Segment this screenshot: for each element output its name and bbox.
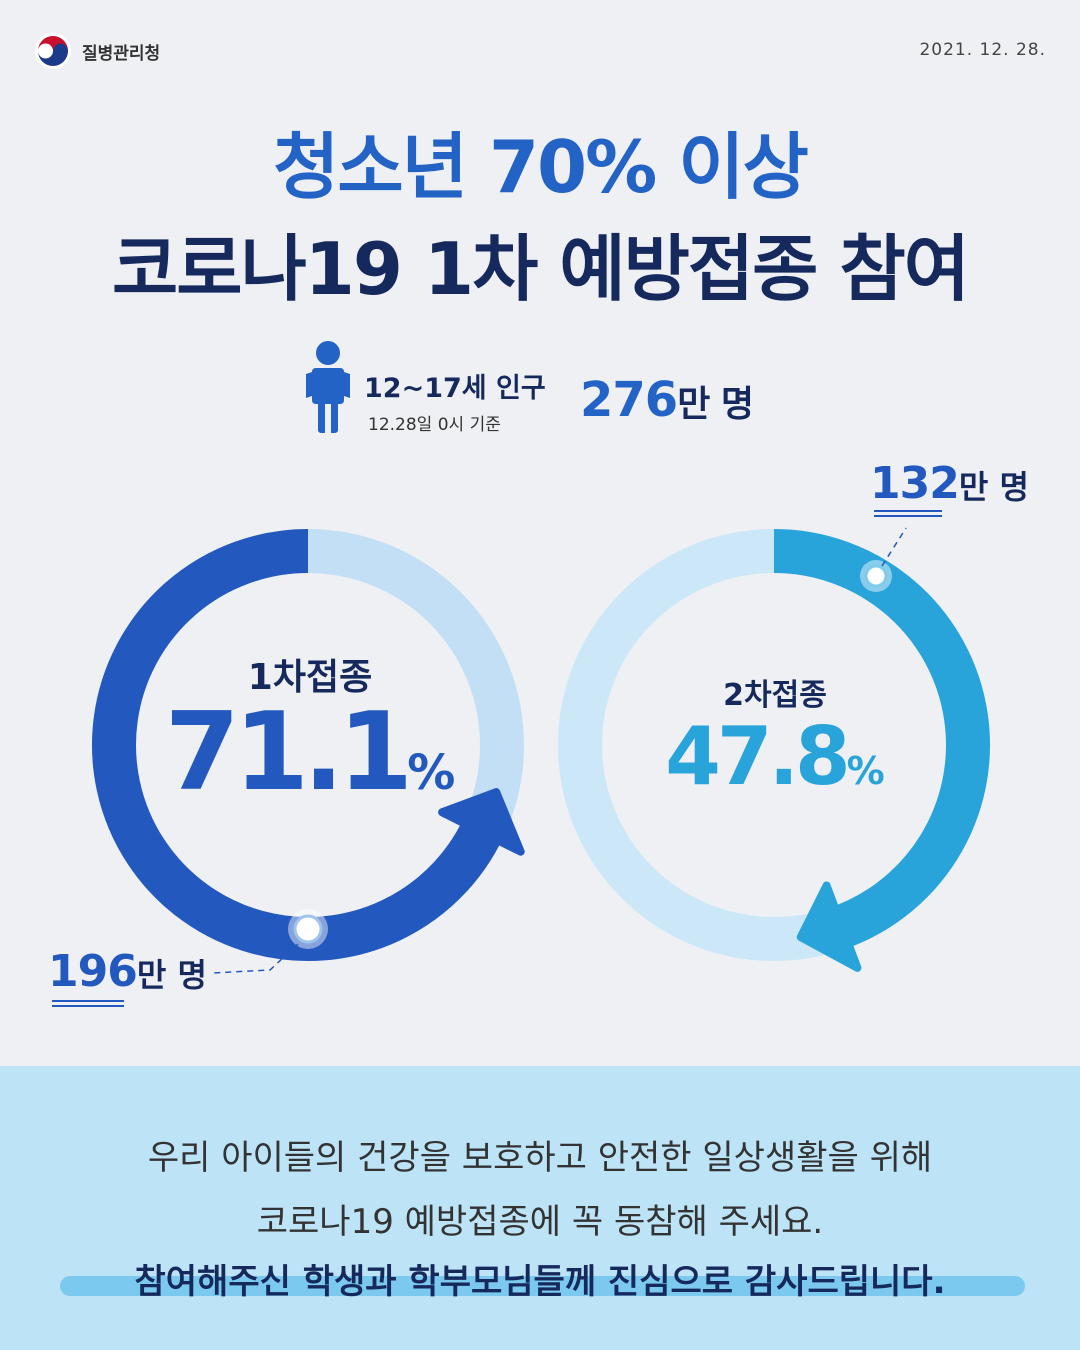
agency-name: 질병관리청: [82, 43, 161, 64]
dose1-percent: 71.1%: [150, 690, 470, 815]
dose1-count-unit: 만 명: [136, 956, 207, 994]
dose1-arrowhead: [438, 788, 525, 856]
population-note: 12.28일 0시 기준: [368, 415, 501, 435]
dose1-label: 1차접종: [247, 657, 373, 698]
dose1-underline: [52, 1000, 124, 1002]
population-label: 12~17세 인구: [364, 373, 546, 404]
dose1-leader-line: [211, 943, 299, 974]
dose1-marker: [288, 909, 328, 949]
dose1-underline-2: [52, 1005, 124, 1007]
message-line3: 참여해주신 학생과 학부모님들께 진심으로 감사드립니다.: [134, 1262, 946, 1302]
dose1-percent-number: 71.1: [164, 690, 413, 815]
dose1-count-number: 196: [48, 946, 138, 997]
dose2-leader-line: [881, 527, 907, 567]
dose2-count-number: 132: [870, 458, 960, 509]
population-unit: 만 명: [677, 384, 754, 425]
dose2-percent: 47.8%: [630, 710, 920, 803]
population-value: 276만 명: [580, 372, 754, 428]
dose2-label: 2차접종: [723, 678, 827, 713]
dose2-arc: [773, 529, 990, 952]
dose-charts: [52, 510, 990, 1007]
dose2-underline: [874, 510, 942, 512]
dose2-arrowhead: [796, 881, 862, 972]
dose1-count: 196만 명: [48, 946, 207, 997]
headline-line2: 코로나19 1차 예방접종 참여: [112, 227, 970, 311]
population-number: 276: [580, 372, 678, 428]
dose2-percent-sign: %: [846, 749, 885, 793]
agency-logo: 질병관리청: [34, 32, 160, 70]
dose2-count-unit: 만 명: [958, 468, 1029, 506]
dose2-percent-number: 47.8: [665, 710, 850, 803]
taegeuk-icon: [35, 33, 71, 69]
publish-date: 2021. 12. 28.: [919, 40, 1046, 60]
person-icon: [306, 341, 350, 433]
dose1-arc: [92, 529, 507, 961]
headline-line1: 청소년 70% 이상: [273, 125, 809, 209]
highlight-underline: [60, 1276, 1025, 1296]
message-line1: 우리 아이들의 건강을 보호하고 안전한 일상생활을 위해: [147, 1138, 933, 1178]
message-band: [0, 1066, 1080, 1350]
message-line2: 코로나19 예방접종에 꼭 동참해 주세요.: [256, 1202, 824, 1242]
dose2-count: 132만 명: [870, 458, 1029, 509]
dose2-underline-2: [874, 515, 942, 517]
dose2-marker: [860, 560, 892, 592]
dose1-percent-sign: %: [407, 745, 456, 801]
